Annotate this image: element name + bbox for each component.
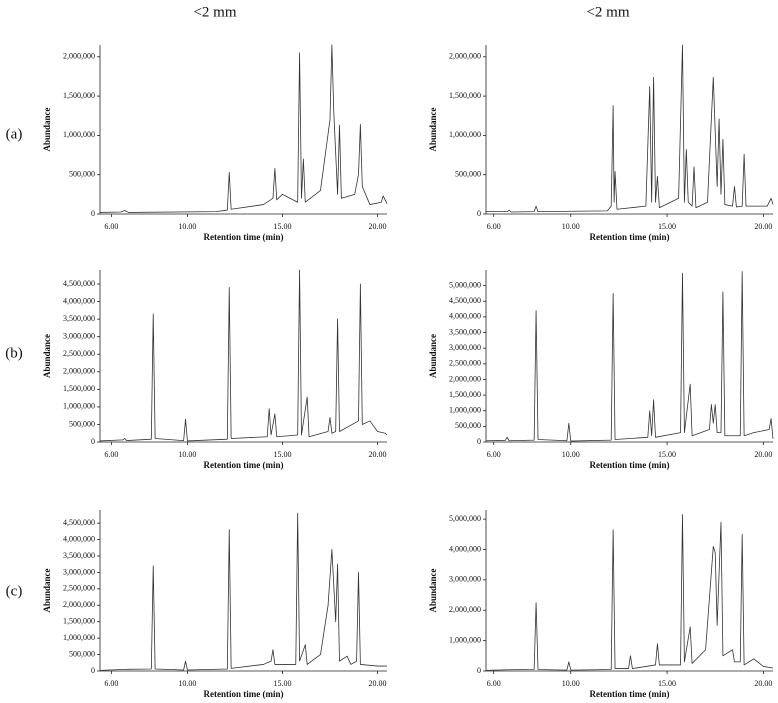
y-tick-label: 4,500,000	[63, 279, 95, 288]
y-tick-label: 1,000,000	[449, 635, 481, 644]
row-label: (b)	[5, 345, 23, 361]
x-tick-label: 20.00	[754, 679, 772, 688]
x-axis-label: Retention time (min)	[590, 460, 670, 470]
x-tick-label: 20.00	[754, 222, 772, 231]
y-tick-label: 2,500,000	[63, 349, 95, 358]
x-tick-label: 15.00	[273, 222, 291, 231]
y-axis-label: Abundance	[428, 568, 438, 612]
y-axis-label: Abundance	[42, 334, 52, 378]
y-tick-label: 2,000,000	[63, 367, 95, 376]
chromatogram-line	[99, 44, 388, 213]
x-tick-label: 20.00	[368, 450, 386, 459]
y-tick-label: 5,000,000	[449, 280, 481, 289]
row-label: (a)	[6, 126, 23, 142]
y-tick-label: 4,000,000	[449, 312, 481, 321]
y-tick-label: 1,500,000	[63, 617, 95, 626]
x-tick-label: 6.00	[104, 679, 118, 688]
y-tick-label: 4,500,000	[449, 296, 481, 305]
y-tick-label: 3,500,000	[449, 327, 481, 336]
y-axis-label: Abundance	[428, 334, 438, 378]
y-tick-label: 4,000,000	[63, 296, 95, 305]
y-tick-label: 500,000	[69, 170, 95, 179]
y-tick-label: 2,000,000	[63, 600, 95, 609]
x-tick-label: 20.00	[368, 679, 386, 688]
row-label: (c)	[6, 583, 23, 599]
y-tick-label: 3,000,000	[63, 567, 95, 576]
x-tick-label: 10.00	[562, 222, 580, 231]
y-tick-label: 0	[91, 209, 95, 218]
x-axis-label: Retention time (min)	[204, 232, 284, 242]
y-tick-label: 2,000,000	[449, 52, 481, 61]
x-axis-label: Retention time (min)	[590, 689, 670, 699]
y-tick-label: 3,500,000	[63, 551, 95, 560]
x-tick-label: 10.00	[178, 450, 196, 459]
y-tick-label: 1,500,000	[63, 384, 95, 393]
x-tick-label: 15.00	[273, 679, 291, 688]
chromatogram-line	[485, 271, 774, 442]
y-tick-label: 1,500,000	[449, 390, 481, 399]
x-tick-label: 10.00	[562, 450, 580, 459]
column-header: <2 mm	[193, 4, 236, 20]
y-axis-label: Abundance	[428, 107, 438, 151]
y-tick-label: 500,000	[455, 170, 481, 179]
x-axis-label: Retention time (min)	[590, 232, 670, 242]
y-tick-label: 2,500,000	[63, 584, 95, 593]
x-tick-label: 15.00	[658, 222, 676, 231]
chromatogram-line	[99, 512, 387, 671]
column-header: <2 mm	[586, 4, 629, 20]
y-tick-label: 0	[91, 437, 95, 446]
x-tick-label: 6.00	[487, 222, 501, 231]
y-tick-label: 2,000,000	[449, 605, 481, 614]
x-tick-label: 10.00	[178, 679, 196, 688]
y-tick-label: 1,000,000	[449, 406, 481, 415]
x-axis-label: Retention time (min)	[204, 689, 284, 699]
y-tick-label: 5,000,000	[449, 514, 481, 523]
x-tick-label: 15.00	[658, 679, 676, 688]
y-axis-label: Abundance	[42, 107, 52, 151]
x-tick-label: 6.00	[487, 450, 501, 459]
x-tick-label: 6.00	[104, 222, 118, 231]
y-tick-label: 2,000,000	[449, 374, 481, 383]
x-axis-label: Retention time (min)	[204, 460, 284, 470]
y-tick-label: 4,000,000	[63, 534, 95, 543]
x-tick-label: 15.00	[658, 450, 676, 459]
y-tick-label: 4,500,000	[63, 518, 95, 527]
y-tick-label: 0	[91, 666, 95, 675]
y-tick-label: 1,000,000	[449, 130, 481, 139]
y-tick-label: 4,000,000	[449, 544, 481, 553]
y-tick-label: 0	[477, 666, 481, 675]
x-tick-label: 10.00	[562, 679, 580, 688]
y-tick-label: 1,000,000	[63, 130, 95, 139]
x-tick-label: 6.00	[104, 450, 118, 459]
y-axis-label: Abundance	[42, 568, 52, 612]
y-tick-label: 3,500,000	[63, 314, 95, 323]
y-tick-label: 500,000	[69, 419, 95, 428]
y-tick-label: 0	[477, 209, 481, 218]
x-tick-label: 10.00	[178, 222, 196, 231]
y-tick-label: 3,000,000	[449, 343, 481, 352]
x-tick-label: 15.00	[273, 450, 291, 459]
chromatogram-line	[485, 514, 774, 671]
y-tick-label: 500,000	[455, 421, 481, 430]
y-tick-label: 1,500,000	[63, 91, 95, 100]
y-tick-label: 2,000,000	[63, 52, 95, 61]
x-tick-label: 20.00	[368, 222, 386, 231]
y-tick-label: 2,500,000	[449, 359, 481, 368]
x-tick-label: 20.00	[754, 450, 772, 459]
y-tick-label: 1,500,000	[449, 91, 481, 100]
y-tick-label: 1,000,000	[63, 633, 95, 642]
x-tick-label: 6.00	[487, 679, 501, 688]
y-tick-label: 500,000	[69, 649, 95, 658]
chromatogram-line	[99, 269, 388, 442]
y-tick-label: 1,000,000	[63, 402, 95, 411]
y-tick-label: 3,000,000	[449, 575, 481, 584]
y-tick-label: 3,000,000	[63, 332, 95, 341]
chromatogram-line	[486, 44, 774, 213]
y-tick-label: 0	[477, 437, 481, 446]
